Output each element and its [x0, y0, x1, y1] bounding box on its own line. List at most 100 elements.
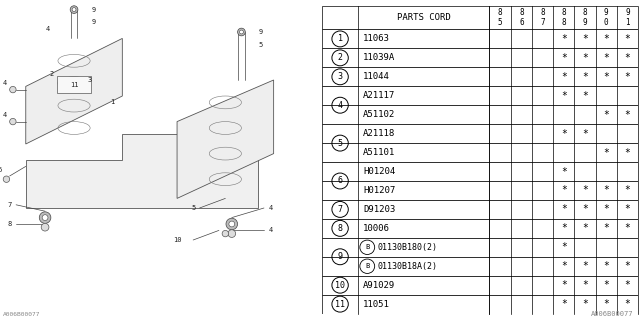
Text: 01130B18A(2): 01130B18A(2) — [378, 262, 438, 271]
Text: A21118: A21118 — [363, 129, 396, 138]
Text: *: * — [582, 129, 588, 139]
Bar — [322, 238, 638, 257]
Text: *: * — [582, 223, 588, 233]
Text: 9: 9 — [337, 252, 342, 261]
Text: *: * — [561, 166, 566, 177]
Bar — [322, 257, 638, 276]
Text: 7: 7 — [540, 19, 545, 28]
Text: 5: 5 — [191, 205, 195, 211]
Text: 9: 9 — [259, 29, 263, 35]
Text: 1: 1 — [337, 35, 342, 44]
Text: *: * — [625, 186, 630, 196]
Circle shape — [3, 176, 10, 182]
Text: *: * — [604, 34, 609, 44]
Text: *: * — [625, 110, 630, 120]
Text: 8: 8 — [561, 8, 566, 17]
Circle shape — [10, 118, 16, 125]
Bar — [322, 86, 638, 105]
Text: *: * — [604, 261, 609, 271]
Circle shape — [226, 218, 237, 230]
Circle shape — [222, 230, 228, 237]
Text: A51102: A51102 — [363, 110, 396, 119]
Text: *: * — [604, 186, 609, 196]
Text: *: * — [582, 72, 588, 82]
Text: B: B — [365, 263, 369, 269]
Text: *: * — [604, 204, 609, 214]
Text: 5: 5 — [498, 19, 502, 28]
Text: 6: 6 — [0, 167, 2, 172]
Text: 9: 9 — [92, 20, 95, 25]
Text: 0: 0 — [604, 19, 609, 28]
Text: 10: 10 — [173, 237, 181, 243]
Text: *: * — [561, 299, 566, 309]
Bar — [322, 181, 638, 200]
Text: *: * — [561, 34, 566, 44]
Bar — [322, 105, 638, 124]
Text: *: * — [625, 53, 630, 63]
Bar — [322, 295, 638, 314]
Text: H01207: H01207 — [363, 186, 396, 195]
Text: *: * — [561, 204, 566, 214]
Text: A006B00077: A006B00077 — [3, 312, 41, 317]
Text: *: * — [561, 91, 566, 101]
Text: *: * — [582, 204, 588, 214]
Polygon shape — [26, 134, 257, 208]
Text: 6: 6 — [337, 177, 342, 186]
Text: *: * — [604, 110, 609, 120]
Text: *: * — [604, 53, 609, 63]
Bar — [322, 276, 638, 295]
Text: 2: 2 — [337, 53, 342, 62]
Circle shape — [42, 215, 48, 220]
Text: 9: 9 — [604, 8, 609, 17]
Text: D91203: D91203 — [363, 205, 396, 214]
Bar — [322, 29, 638, 48]
Text: 5: 5 — [337, 139, 342, 148]
Text: *: * — [582, 186, 588, 196]
Text: 8: 8 — [337, 224, 342, 233]
Text: *: * — [561, 186, 566, 196]
Text: 10: 10 — [335, 281, 345, 290]
Text: 7: 7 — [8, 202, 12, 208]
Text: 11051: 11051 — [363, 300, 390, 308]
Text: 4: 4 — [46, 26, 51, 32]
Bar — [322, 6, 638, 29]
Text: *: * — [625, 148, 630, 157]
Text: 9: 9 — [625, 8, 630, 17]
Text: *: * — [625, 72, 630, 82]
Text: *: * — [582, 261, 588, 271]
Text: *: * — [561, 242, 566, 252]
Text: *: * — [561, 129, 566, 139]
Text: *: * — [561, 261, 566, 271]
Text: *: * — [625, 299, 630, 309]
Text: 8: 8 — [582, 8, 588, 17]
Text: 3: 3 — [88, 77, 92, 83]
Bar — [322, 124, 638, 143]
Text: 4: 4 — [337, 101, 342, 110]
Text: 10006: 10006 — [363, 224, 390, 233]
Text: 8: 8 — [561, 19, 566, 28]
Text: 1: 1 — [111, 100, 115, 105]
Text: *: * — [582, 53, 588, 63]
Circle shape — [70, 6, 78, 13]
Bar — [322, 48, 638, 67]
Text: 11: 11 — [70, 82, 78, 88]
Text: *: * — [604, 223, 609, 233]
Text: *: * — [582, 91, 588, 101]
Text: 2: 2 — [49, 71, 54, 76]
Bar — [322, 219, 638, 238]
Circle shape — [229, 221, 235, 227]
Text: *: * — [625, 223, 630, 233]
Text: *: * — [582, 280, 588, 290]
Text: *: * — [604, 280, 609, 290]
Text: 11044: 11044 — [363, 72, 390, 81]
FancyBboxPatch shape — [58, 76, 91, 93]
Text: A51101: A51101 — [363, 148, 396, 157]
Circle shape — [239, 30, 243, 34]
Text: *: * — [561, 53, 566, 63]
Text: *: * — [604, 72, 609, 82]
Circle shape — [72, 8, 76, 12]
Text: *: * — [625, 34, 630, 44]
Text: 4: 4 — [3, 80, 7, 86]
Text: A91029: A91029 — [363, 281, 396, 290]
Text: 4: 4 — [268, 228, 273, 233]
